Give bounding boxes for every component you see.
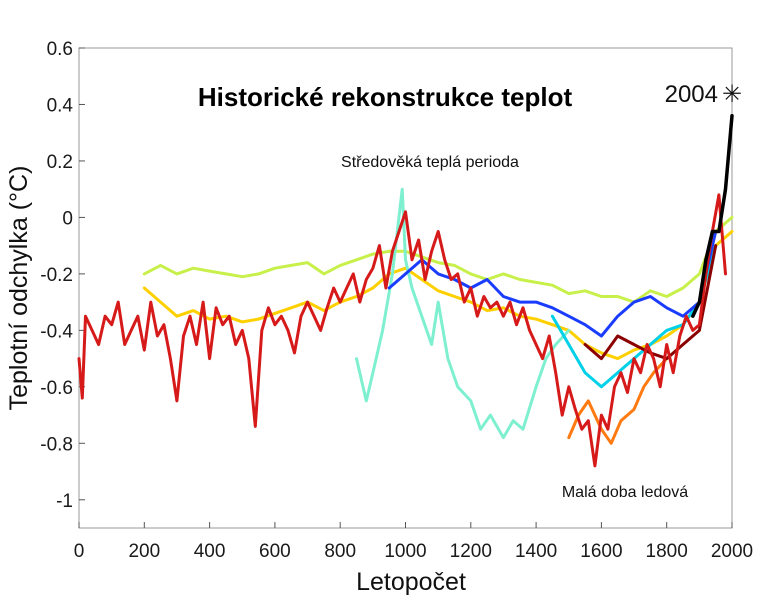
series-line	[567, 357, 669, 445]
y-tick-label: -0.4	[40, 321, 73, 342]
x-tick-label: 800	[324, 541, 356, 562]
series-line	[355, 187, 571, 440]
x-tick-label: 2000	[711, 541, 753, 562]
little-ice-age-annotation: Malá doba ledová	[562, 484, 688, 501]
x-tick-label: 0	[74, 541, 85, 562]
y-tick-label: -1	[56, 491, 73, 512]
x-tick-label: 1800	[646, 541, 688, 562]
series-layer	[77, 114, 734, 468]
medieval-annotation: Středověká teplá perioda	[341, 154, 519, 171]
x-tick-label: 1000	[384, 541, 426, 562]
chart-title: Historické rekonstrukce teplot	[198, 82, 573, 112]
series-line	[77, 193, 727, 468]
series-line	[583, 244, 718, 361]
x-axis-title: Letopočet	[356, 568, 466, 596]
y-tick-label: -0.6	[40, 378, 73, 399]
x-tick-label: 1400	[515, 541, 557, 562]
x-axis: 0 200 400 600 800 1000 1200 1400 1600 1800 2000	[74, 522, 753, 562]
y-axis: 0.6 0.4 0.2 0 -0.2 -0.4 -0.6 -0.8 -1	[40, 39, 85, 512]
plot-area	[78, 47, 733, 529]
x-tick-label: 1200	[450, 541, 492, 562]
y-tick-label: -0.8	[40, 434, 73, 455]
y-tick-label: 0.2	[47, 152, 73, 173]
y-tick-label: -0.2	[40, 265, 73, 286]
series-line	[142, 230, 734, 361]
y-tick-label: 0.4	[47, 95, 74, 116]
y-axis-title: Teplotní odchylka (°C)	[5, 166, 33, 411]
year-2004-label: 2004	[665, 81, 718, 108]
x-tick-label: 600	[259, 541, 291, 562]
y-tick-label: 0	[62, 208, 73, 229]
series-line	[387, 230, 718, 338]
series-line	[691, 114, 734, 318]
x-tick-label: 1600	[580, 541, 622, 562]
x-tick-label: 400	[194, 541, 226, 562]
y-tick-label: 0.6	[47, 39, 73, 60]
star-icon: ✳	[722, 81, 742, 108]
x-tick-label: 200	[128, 541, 160, 562]
